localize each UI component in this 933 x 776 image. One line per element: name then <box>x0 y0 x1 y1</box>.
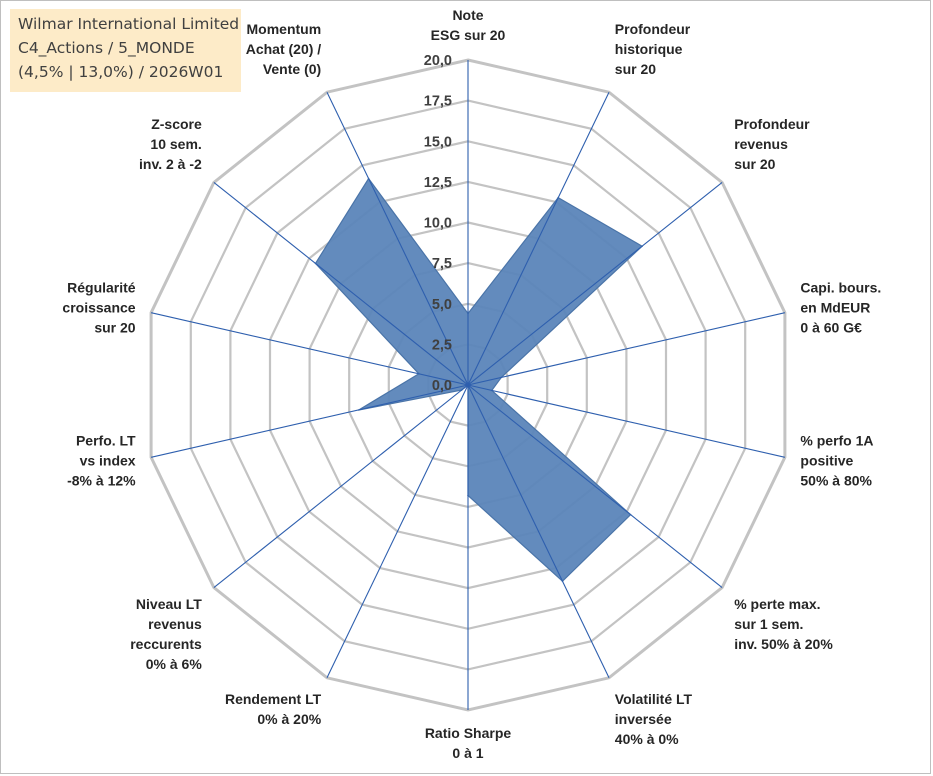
radial-tick-labels: 0,0 2,5 5,0 7,5 10,0 12,5 15,0 17,5 20,0 <box>424 53 452 394</box>
axis-label-13-line-2: Vente (0) <box>263 61 321 77</box>
axis-label-12-line-2: inv. 2 à -2 <box>139 156 202 172</box>
axis-label-13: Momentum Achat (20) / Vente (0) <box>246 21 322 77</box>
tick-label-1: 2,5 <box>432 337 452 353</box>
axis-label-12-line-1: 10 sem. <box>150 136 201 152</box>
axis-label-0-line-1: ESG sur 20 <box>431 27 506 43</box>
spoke-8 <box>326 384 469 679</box>
spoke-2 <box>467 181 723 386</box>
spoke-6 <box>467 384 610 679</box>
axis-label-7-line-0: Ratio Sharpe <box>425 725 512 741</box>
spoke-1 <box>467 91 610 386</box>
axis-label-10-line-0: Perfo. LT <box>76 432 136 448</box>
axis-label-9-line-0: Niveau LT <box>136 596 202 612</box>
axis-label-12-line-0: Z-score <box>151 116 202 132</box>
radar-series <box>314 177 644 583</box>
axis-label-0: Note ESG sur 20 <box>431 7 506 43</box>
axis-label-2-line-1: revenus <box>734 136 788 152</box>
spoke-11 <box>150 312 469 386</box>
tick-label-3: 7,5 <box>432 256 452 272</box>
spoke-10 <box>150 384 469 458</box>
axis-label-1-line-0: Profondeur <box>615 21 691 37</box>
axis-label-3-line-0: Capi. bours. <box>800 280 881 296</box>
axis-label-0-line-0: Note <box>452 7 483 23</box>
spoke-4 <box>467 384 786 458</box>
axis-label-3: Capi. bours. en MdEUR 0 à 60 G€ <box>800 280 881 336</box>
axis-label-12: Z-score 10 sem. inv. 2 à -2 <box>139 116 202 172</box>
axis-label-4: % perfo 1A positive 50% à 80% <box>800 432 873 488</box>
axis-label-9: Niveau LT revenus reccurents 0% à 6% <box>130 596 202 672</box>
series-area-0 <box>314 177 644 583</box>
axis-label-7: Ratio Sharpe 0 à 1 <box>425 725 512 761</box>
axis-label-5-line-2: inv. 50% à 20% <box>734 636 833 652</box>
axis-label-8-line-0: Rendement LT <box>225 691 322 707</box>
axis-label-6: Volatilité LT inversée 40% à 0% <box>615 691 693 747</box>
axis-label-4-line-0: % perfo 1A <box>800 432 873 448</box>
axis-label-9-line-2: reccurents <box>130 636 202 652</box>
period-line: (4,5% | 13,0%) / 2026W01 <box>18 63 224 81</box>
axis-label-11-line-1: croissance <box>62 300 135 316</box>
axis-label-5-line-0: % perte max. <box>734 596 820 612</box>
axis-label-11: Régularité croissance sur 20 <box>62 280 135 336</box>
axis-label-4-line-1: positive <box>800 452 853 468</box>
axis-label-2-line-2: sur 20 <box>734 156 775 172</box>
tick-label-2: 5,0 <box>432 297 452 313</box>
axis-label-2: Profondeur revenus sur 20 <box>734 116 810 172</box>
axis-label-11-line-0: Régularité <box>67 280 136 296</box>
tick-label-7: 17,5 <box>424 94 452 110</box>
spoke-9 <box>213 384 469 589</box>
axis-label-8: Rendement LT 0% à 20% <box>225 691 322 727</box>
axis-label-9-line-3: 0% à 6% <box>146 656 203 672</box>
spoke-12 <box>213 181 469 386</box>
axis-label-10-line-2: -8% à 12% <box>67 472 136 488</box>
axis-label-10-line-1: vs index <box>80 452 136 468</box>
info-box: Wilmar International Limited C4_Actions … <box>10 9 241 92</box>
axis-label-9-line-1: revenus <box>148 616 202 632</box>
radar-spokes <box>150 60 786 710</box>
axis-label-1-line-1: historique <box>615 41 683 57</box>
axis-label-10: Perfo. LT vs index -8% à 12% <box>67 432 136 488</box>
axis-label-13-line-1: Achat (20) / <box>246 41 322 57</box>
company-name: Wilmar International Limited <box>18 15 240 33</box>
axis-label-3-line-2: 0 à 60 G€ <box>800 320 862 336</box>
axis-label-6-line-0: Volatilité LT <box>615 691 693 707</box>
axis-label-11-line-2: sur 20 <box>94 320 135 336</box>
tick-label-0: 0,0 <box>432 378 452 394</box>
axis-label-8-line-1: 0% à 20% <box>257 711 321 727</box>
spoke-3 <box>467 312 786 386</box>
category-line: C4_Actions / 5_MONDE <box>18 39 195 57</box>
axis-label-1-line-2: sur 20 <box>615 61 656 77</box>
spoke-5 <box>467 384 723 589</box>
axis-label-4-line-2: 50% à 80% <box>800 472 872 488</box>
axis-labels: Note ESG sur 20 Profondeur historique sur 20… <box>62 7 881 761</box>
axis-label-2-line-0: Profondeur <box>734 116 810 132</box>
tick-label-8: 20,0 <box>424 53 452 69</box>
tick-label-6: 15,0 <box>424 134 452 150</box>
axis-label-5-line-1: sur 1 sem. <box>734 616 803 632</box>
tick-label-5: 12,5 <box>424 175 452 191</box>
axis-label-7-line-1: 0 à 1 <box>452 745 483 761</box>
axis-label-6-line-1: inversée <box>615 711 672 727</box>
axis-label-1: Profondeur historique sur 20 <box>615 21 691 77</box>
axis-label-5: % perte max. sur 1 sem. inv. 50% à 20% <box>734 596 833 652</box>
spoke-13 <box>326 91 469 386</box>
axis-label-3-line-1: en MdEUR <box>800 300 870 316</box>
tick-label-4: 10,0 <box>424 216 452 232</box>
axis-label-13-line-0: Momentum <box>247 21 322 37</box>
axis-label-6-line-2: 40% à 0% <box>615 731 679 747</box>
